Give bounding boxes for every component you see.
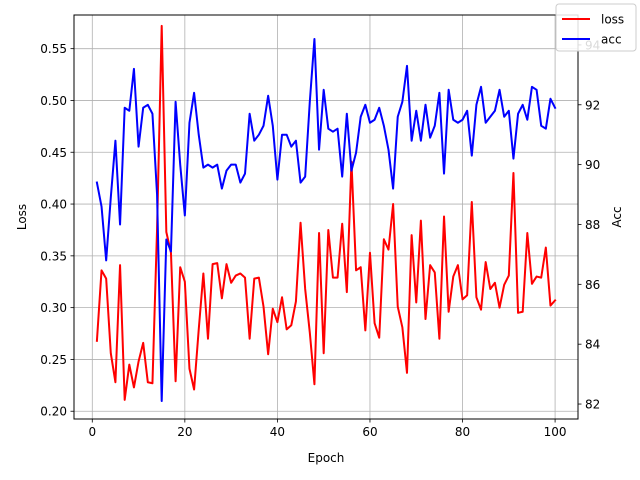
- series-line-loss: [95, 24, 557, 401]
- x-tick-label: 100: [544, 425, 567, 439]
- x-tick-label: 40: [270, 425, 285, 439]
- plot-frame: [73, 14, 579, 420]
- y-left-tick-label: 0.50: [40, 94, 67, 108]
- grid: [74, 15, 578, 419]
- y-left-tick-label: 0.55: [40, 42, 67, 56]
- x-tick-label: 20: [177, 425, 192, 439]
- y-left-tick-label: 0.20: [40, 405, 67, 419]
- y-right-axis-label: Acc: [610, 206, 624, 227]
- legend: loss acc: [555, 3, 637, 52]
- plot-lines: [95, 24, 557, 403]
- y-left-tick-label: 0.35: [40, 249, 67, 263]
- y-left-axis-ticks: 0.20 0.25 0.30 0.35 0.40 0.45 0.50 0.55: [40, 42, 74, 419]
- legend-label-acc: acc: [601, 33, 622, 47]
- x-tick-label: 60: [362, 425, 377, 439]
- y-right-tick-label: 86: [585, 278, 600, 292]
- y-left-tick-label: 0.40: [40, 198, 67, 212]
- legend-label-loss: loss: [601, 13, 624, 27]
- legend-box: [555, 3, 637, 52]
- y-left-axis-label: Loss: [15, 204, 29, 230]
- x-axis-ticks: 0 20 40 60 80 100: [88, 419, 567, 439]
- x-axis-label: Epoch: [308, 451, 345, 465]
- y-right-tick-label: 82: [585, 398, 600, 412]
- y-left-tick-label: 0.45: [40, 146, 67, 160]
- x-tick-label: 0: [88, 425, 96, 439]
- y-right-tick-label: 84: [585, 338, 600, 352]
- y-left-tick-label: 0.30: [40, 301, 67, 315]
- y-left-tick-label: 0.25: [40, 353, 67, 367]
- series-line-acc: [95, 37, 557, 403]
- y-right-tick-label: 88: [585, 218, 600, 232]
- y-right-tick-label: 90: [585, 158, 600, 172]
- x-tick-label: 80: [455, 425, 470, 439]
- y-right-tick-label: 92: [585, 98, 600, 112]
